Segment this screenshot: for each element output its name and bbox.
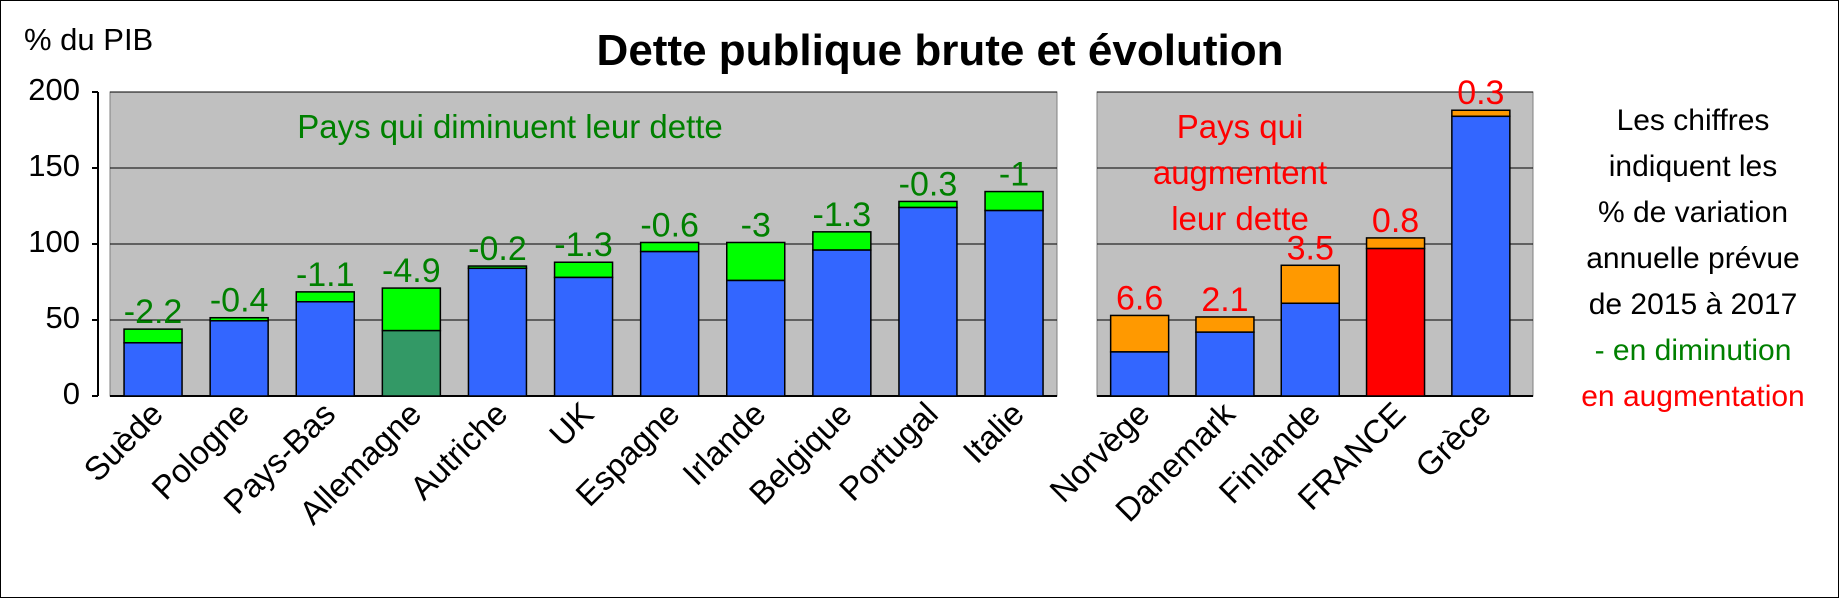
y-tick-label: 150 [28, 148, 80, 183]
bar-change-segment [1280, 264, 1340, 305]
note-line: % de variation [1597, 196, 1789, 229]
bar-base-segment [1365, 247, 1426, 397]
note-line-decrease: - en diminution [1594, 334, 1792, 367]
y-axis-label: % du PIB [24, 22, 154, 57]
chart-title: Dette publique brute et évolution [596, 26, 1284, 75]
bar-annotation: -0.2 [468, 230, 527, 268]
note-line: Les chiffres [1616, 104, 1770, 137]
panel-label-increasing: Pays qui augmentent leur dette [1090, 104, 1390, 242]
bar-base-segment [467, 267, 528, 397]
bar-change-segment [812, 231, 872, 251]
note-line: de 2015 à 2017 [1588, 288, 1798, 321]
bar-annotation: 0.8 [1372, 202, 1419, 240]
bar-base-segment [726, 279, 786, 397]
bar-change-segment [381, 287, 442, 332]
bar-change-segment [123, 328, 183, 344]
bar-base-segment [1109, 351, 1170, 397]
panel-label-line: leur dette [1171, 200, 1309, 237]
bar-base-segment [639, 250, 700, 397]
bar-annotation: -2.2 [124, 293, 183, 331]
panel-label-decreasing: Pays qui diminuent leur dette [297, 108, 723, 145]
bar-annotation: -0.4 [210, 282, 269, 320]
bar-base-segment [1451, 115, 1511, 397]
bar-base-segment [898, 206, 958, 397]
bar-base-segment [984, 209, 1044, 397]
bar-base-segment [1195, 331, 1255, 397]
bar-annotation: 0.3 [1457, 74, 1504, 112]
x-tick-label: UK [542, 395, 601, 454]
panel-label-line: Pays qui augmentent [1152, 108, 1328, 191]
bar-change-segment [726, 241, 786, 282]
bar-base-segment [295, 301, 355, 397]
bar-change-segment [553, 261, 614, 279]
bar-change-segment [1195, 316, 1255, 333]
note-line-increase: en augmentation [1581, 380, 1805, 413]
x-tick-label: Grèce [1408, 395, 1498, 485]
bar-annotation: -1 [999, 156, 1029, 194]
y-tick-label: 0 [62, 376, 80, 411]
bar-annotation: -0.6 [640, 206, 699, 244]
legend-note: Les chiffres indiquent les % de variatio… [1548, 98, 1838, 420]
bar-change-segment [984, 190, 1044, 212]
bar-annotation: -0.3 [899, 165, 958, 203]
y-tick-label: 100 [28, 224, 80, 259]
bar-annotation: -4.9 [382, 252, 441, 290]
bar-annotation: -1.3 [813, 196, 872, 234]
y-tick-label: 200 [28, 72, 80, 107]
note-line: indiquent les [1608, 150, 1778, 183]
bar-change-segment [1109, 314, 1170, 353]
y-tick-label: 50 [45, 300, 80, 335]
bar-annotation: -3 [741, 206, 771, 244]
bar-base-segment [1280, 302, 1340, 397]
bar-base-segment [553, 276, 614, 397]
bar-annotation: 2.1 [1201, 281, 1248, 319]
x-tick-label: Italie [956, 395, 1031, 470]
bar-base-segment [381, 329, 442, 397]
bar-base-segment [209, 320, 269, 397]
bar-base-segment [812, 249, 872, 397]
x-tick-label: Autriche [403, 395, 515, 507]
note-line: annuelle prévue [1586, 242, 1800, 275]
bar-annotation: -1.3 [554, 226, 613, 264]
bar-annotation: -1.1 [296, 256, 355, 294]
bar-base-segment [123, 342, 183, 397]
bar-annotation: 3.5 [1287, 229, 1334, 267]
bar-annotation: 6.6 [1116, 279, 1163, 317]
